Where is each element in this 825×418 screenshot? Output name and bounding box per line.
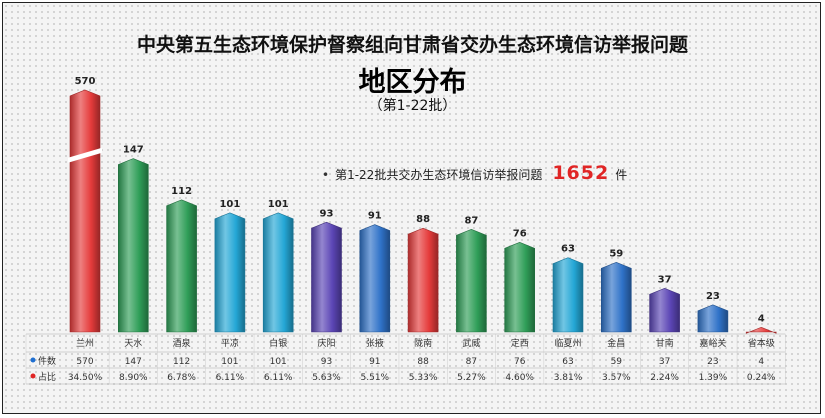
- category-label: 甘南: [656, 337, 674, 349]
- chart-batch-range: （第1-22批）: [368, 98, 457, 114]
- note-bullet: •: [322, 168, 330, 182]
- table-cell: 8.90%: [119, 373, 148, 383]
- bar-value-label: 87: [464, 215, 478, 226]
- category-label: 嘉峪关: [699, 337, 726, 349]
- bar-金昌: [601, 262, 632, 333]
- bar-value-label: 37: [658, 274, 672, 285]
- bar-value-label: 147: [123, 145, 144, 156]
- table-cell: 1.39%: [699, 373, 728, 383]
- category-label: 省本级: [748, 337, 775, 349]
- table-cell: 59: [611, 357, 623, 367]
- category-label: 酒泉: [173, 337, 191, 349]
- category-label: 定西: [511, 337, 529, 349]
- table-cell: 93: [321, 357, 332, 367]
- bar-value-label: 93: [320, 208, 334, 219]
- bar-酒泉: [166, 199, 197, 333]
- bar-value-label: 91: [368, 211, 382, 222]
- category-label: 临夏州: [554, 337, 581, 349]
- category-label: 陇南: [414, 337, 432, 349]
- table-cell: 5.63%: [312, 373, 341, 383]
- bar-甘南: [649, 288, 680, 333]
- table-cell: 6.78%: [167, 373, 196, 383]
- bar-庆阳: [311, 221, 342, 333]
- axis-break-mark: [68, 147, 102, 163]
- bar-临夏州: [552, 257, 584, 333]
- bar-value-label: 23: [706, 291, 720, 302]
- chart-title: 中央第五生态环境保护督察组向甘肃省交办生态环境信访举报问题: [136, 34, 688, 56]
- table-cell: 4: [758, 357, 764, 367]
- table-cell: 37: [659, 357, 670, 367]
- bar-value-label: 101: [219, 199, 240, 210]
- bar-白银: [262, 212, 294, 333]
- bar-value-label: 88: [416, 214, 430, 225]
- bar-value-label: 63: [561, 244, 575, 255]
- category-label: 武威: [462, 337, 480, 349]
- table-cell: 6.11%: [216, 373, 245, 383]
- note-unit: 件: [615, 168, 628, 182]
- table-cell: 0.24%: [747, 373, 776, 383]
- table-cell: 5.33%: [409, 373, 438, 383]
- bar-省本级: [745, 326, 777, 334]
- category-label: 金昌: [607, 337, 625, 349]
- table-cell: 6.11%: [264, 373, 293, 383]
- total-note: • 第1-22批共交办生态环境信访举报问题 1652 件: [322, 162, 627, 184]
- table-cell: 34.50%: [68, 373, 103, 383]
- bar-天水: [118, 158, 149, 333]
- bar-武威: [456, 229, 487, 333]
- chart-subtitle: 地区分布: [358, 67, 467, 98]
- bar-value-label: 59: [609, 248, 623, 259]
- table-cell: 2.24%: [650, 373, 679, 383]
- table-cell: 63: [562, 357, 573, 367]
- category-label: 兰州: [76, 337, 94, 349]
- bar-value-label: 76: [513, 228, 527, 239]
- category-label: 张掖: [366, 337, 384, 349]
- bar-平凉: [214, 212, 246, 333]
- table-cell: 101: [221, 357, 238, 367]
- category-label: 天水: [124, 337, 142, 349]
- bar-value-label: 570: [75, 76, 96, 87]
- table-cell: 5.51%: [361, 373, 390, 383]
- table-cell: 23: [707, 357, 718, 367]
- table-cell: 87: [466, 357, 477, 367]
- table-cell: 112: [173, 357, 190, 367]
- bar-陇南: [407, 227, 439, 333]
- category-label: 庆阳: [317, 337, 335, 349]
- legend-dot: [30, 357, 36, 363]
- bar-嘉峪关: [697, 304, 729, 333]
- table-row-label: 件数: [38, 355, 56, 367]
- bar-定西: [504, 241, 535, 333]
- bar-兰州: [69, 89, 101, 333]
- chart-background: [2, 2, 821, 414]
- bar-value-label: 112: [171, 186, 192, 197]
- legend-dot: [30, 373, 36, 379]
- table-cell: 4.60%: [505, 373, 534, 383]
- bar-张掖: [359, 224, 391, 333]
- bar-value-label: 101: [268, 199, 289, 210]
- table-cell: 147: [125, 357, 142, 367]
- table-cell: 101: [270, 357, 287, 367]
- category-label: 白银: [269, 337, 287, 349]
- table-row-label: 占比: [38, 371, 56, 383]
- table-cell: 3.57%: [602, 373, 631, 383]
- table-cell: 91: [369, 357, 380, 367]
- note-text: 第1-22批共交办生态环境信访举报问题: [335, 168, 543, 182]
- table-cell: 570: [76, 357, 93, 367]
- table-cell: 5.27%: [457, 373, 486, 383]
- category-label: 平凉: [221, 337, 239, 349]
- bar-value-label: 4: [758, 313, 765, 324]
- table-cell: 3.81%: [554, 373, 583, 383]
- table-cell: 76: [514, 357, 526, 367]
- table-cell: 88: [417, 357, 429, 367]
- note-total: 1652: [552, 162, 610, 184]
